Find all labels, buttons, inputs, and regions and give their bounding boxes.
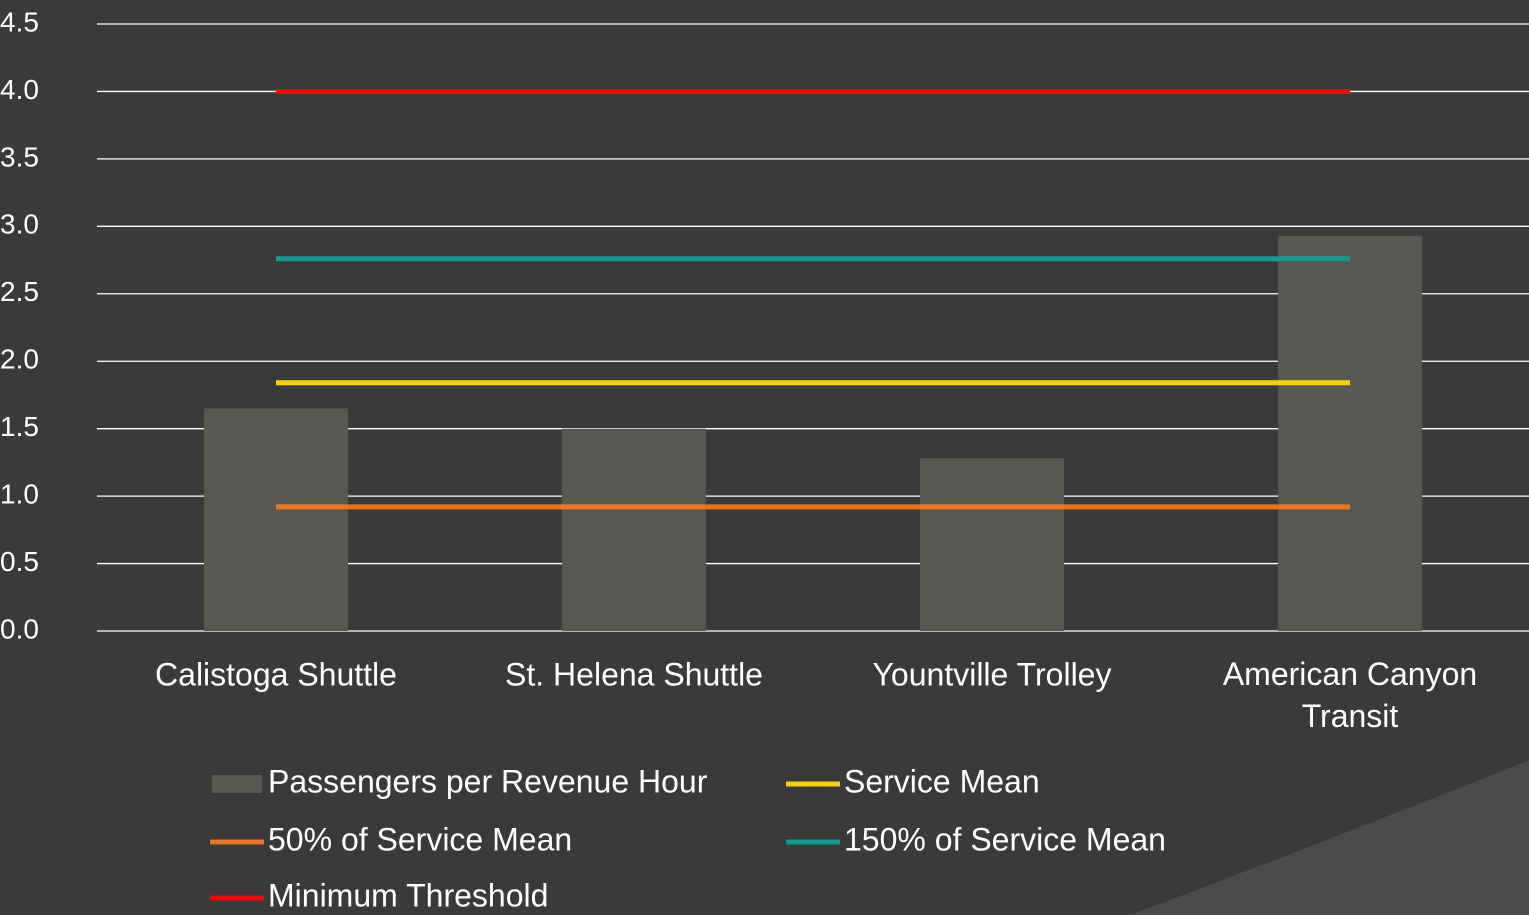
y-tick-label: 4.5 <box>0 6 39 37</box>
legend-label: Minimum Threshold <box>268 877 548 913</box>
x-tick-label: Calistoga Shuttle <box>155 656 397 692</box>
y-tick-label: 3.0 <box>0 209 39 240</box>
y-tick-label: 2.5 <box>0 276 39 307</box>
x-tick-label: Yountville Trolley <box>873 656 1112 692</box>
y-tick-label: 3.5 <box>0 141 39 172</box>
legend-label: Passengers per Revenue Hour <box>268 763 708 799</box>
y-tick-label: 1.0 <box>0 479 39 510</box>
legend-swatch <box>212 775 262 793</box>
y-tick-label: 0.5 <box>0 546 39 577</box>
bar <box>1278 235 1422 631</box>
legend-label: 50% of Service Mean <box>268 821 572 857</box>
y-tick-label: 1.5 <box>0 411 39 442</box>
bar <box>920 458 1064 631</box>
background-curve <box>1130 760 1529 915</box>
legend-label: Service Mean <box>844 763 1040 799</box>
bar <box>562 428 706 631</box>
y-tick-label: 0.0 <box>0 613 39 644</box>
y-tick-label: 4.0 <box>0 74 39 105</box>
bar <box>204 408 348 631</box>
x-tick-label: St. Helena Shuttle <box>505 656 763 692</box>
legend-label: 150% of Service Mean <box>844 821 1166 857</box>
y-tick-label: 2.0 <box>0 344 39 375</box>
x-tick-label: American Canyon Transit <box>1223 656 1477 734</box>
